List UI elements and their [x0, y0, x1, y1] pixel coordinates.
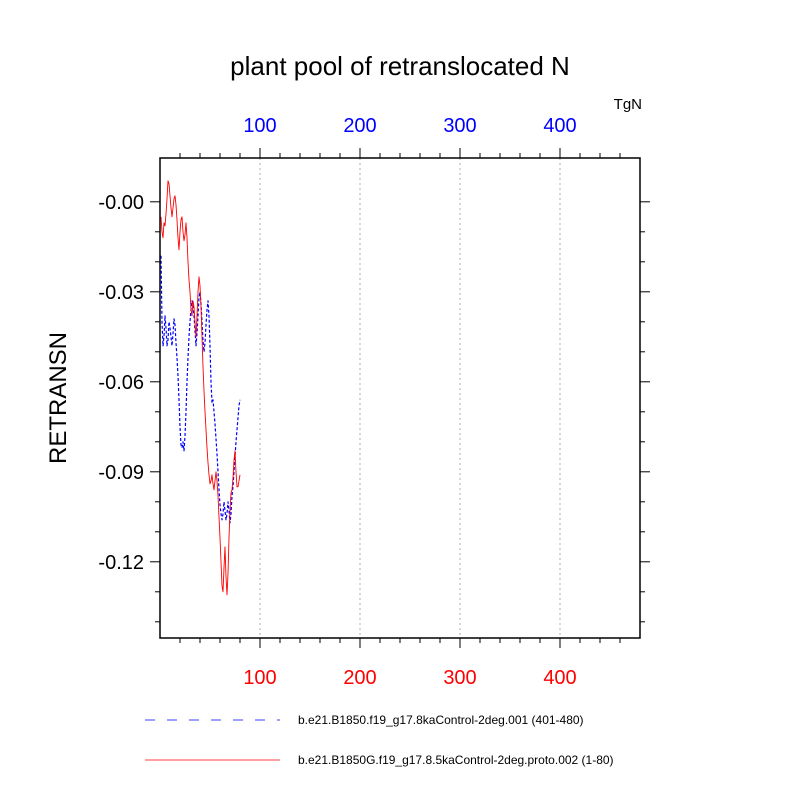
x-top-tick-label: 100	[243, 115, 276, 137]
chart-title: plant pool of retranslocated N	[230, 51, 570, 81]
grid-lines	[259, 158, 561, 638]
y-tick-label: -0.09	[98, 462, 144, 484]
x-tick-label: 300	[443, 667, 476, 689]
x-top-tick-label: 400	[543, 115, 576, 137]
y-tick-label: -0.12	[98, 552, 144, 574]
legend-label-1: b.e21.B1850.f19_g17.8kaControl-2deg.001 …	[298, 713, 584, 727]
x-tick-label: 100	[243, 667, 276, 689]
legend-label-2: b.e21.B1850G.f19_g17.8.5kaControl-2deg.p…	[298, 753, 614, 767]
tick-labels: 100 200 300 400 100 200 300 400 -0.00 -0.03 -0.06 -…	[98, 115, 576, 689]
legend: b.e21.B1850.f19_g17.8kaControl-2deg.001 …	[145, 713, 614, 767]
x-top-tick-label: 200	[343, 115, 376, 137]
units-label: TgN	[614, 96, 642, 113]
y-tick-label: -0.03	[98, 282, 144, 304]
x-tick-label: 400	[543, 667, 576, 689]
series-lines	[160, 180, 241, 596]
y-tick-label: -0.06	[98, 372, 144, 394]
x-tick-label: 200	[343, 667, 376, 689]
x-top-tick-label: 300	[443, 115, 476, 137]
y-tick-label: -0.00	[98, 192, 144, 214]
series-line-2	[160, 180, 241, 596]
axis-ticks	[150, 148, 650, 648]
y-axis-label: RETRANSN	[45, 332, 72, 464]
plot-frame	[159, 157, 641, 639]
